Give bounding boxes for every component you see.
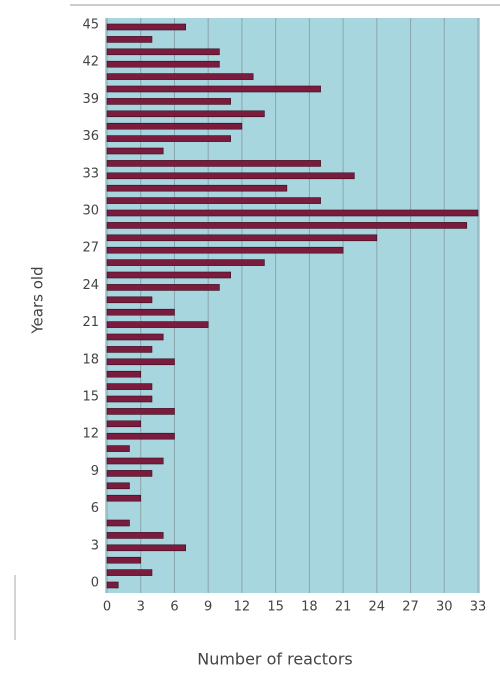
x-tick-label: 27	[402, 600, 419, 615]
bar	[106, 135, 231, 142]
bar	[106, 98, 231, 105]
bar	[106, 209, 479, 217]
bar	[106, 284, 220, 291]
y-tick-label: 0	[91, 576, 99, 591]
y-tick-label: 12	[82, 427, 99, 442]
bar	[106, 110, 265, 118]
bar	[106, 408, 175, 415]
bar	[106, 544, 186, 552]
x-axis-label: Number of reactors	[197, 650, 353, 669]
bar	[106, 23, 186, 31]
x-tick-label: 15	[267, 600, 284, 615]
bar	[106, 160, 321, 167]
y-tick-label: 36	[82, 129, 99, 144]
y-tick-label: 39	[82, 92, 99, 107]
bar	[106, 60, 220, 68]
bar	[106, 358, 175, 366]
bar	[106, 36, 153, 43]
x-tick-label: 9	[204, 600, 212, 615]
y-tick-label: 27	[82, 241, 99, 256]
bar	[106, 420, 142, 428]
y-tick-label: 15	[82, 390, 99, 405]
bar	[106, 259, 265, 266]
bar	[106, 246, 344, 254]
x-tick-label: 33	[470, 600, 487, 615]
x-tick-label: 0	[103, 600, 111, 615]
bar	[106, 383, 153, 390]
x-tick-label: 30	[436, 600, 453, 615]
y-tick-label: 21	[82, 315, 99, 330]
bar	[106, 556, 142, 564]
bar	[106, 482, 130, 490]
y-tick-label: 45	[82, 18, 99, 33]
y-tick-label: 24	[82, 278, 99, 293]
bar	[106, 147, 164, 155]
bar	[106, 581, 119, 589]
bar	[106, 519, 130, 527]
bar	[106, 370, 142, 378]
bar	[106, 333, 164, 341]
y-tick-label: 42	[82, 55, 99, 70]
bar	[106, 457, 164, 465]
bar	[106, 271, 231, 279]
bar	[106, 197, 321, 204]
bar	[106, 222, 468, 229]
y-tick-label: 33	[82, 166, 99, 181]
bar	[106, 569, 153, 576]
bar	[106, 73, 254, 80]
y-tick-label: 9	[91, 464, 99, 479]
x-tick-label: 3	[137, 600, 145, 615]
bar	[106, 172, 355, 180]
bar	[106, 48, 220, 56]
bar	[106, 445, 130, 452]
y-axis-label: Years old	[29, 266, 47, 334]
bar	[106, 395, 153, 403]
x-tick-label: 21	[335, 600, 352, 615]
bar	[106, 234, 378, 242]
y-tick-label: 6	[91, 501, 99, 516]
y-tick-label: 18	[82, 352, 99, 367]
bar	[106, 308, 175, 316]
bar	[106, 321, 209, 328]
x-tick-label: 18	[301, 600, 318, 615]
y-tick-label: 30	[82, 204, 99, 219]
x-tick-label: 24	[369, 600, 386, 615]
bar	[106, 470, 153, 477]
bar	[106, 184, 288, 192]
bar	[106, 494, 142, 502]
bar	[106, 346, 153, 353]
bar	[106, 85, 321, 93]
y-tick-label: 3	[91, 538, 99, 553]
bar	[106, 296, 153, 304]
bar	[106, 432, 175, 440]
bar	[106, 532, 164, 539]
x-tick-label: 6	[170, 600, 178, 615]
bar	[106, 122, 243, 130]
x-tick-label: 12	[234, 600, 251, 615]
